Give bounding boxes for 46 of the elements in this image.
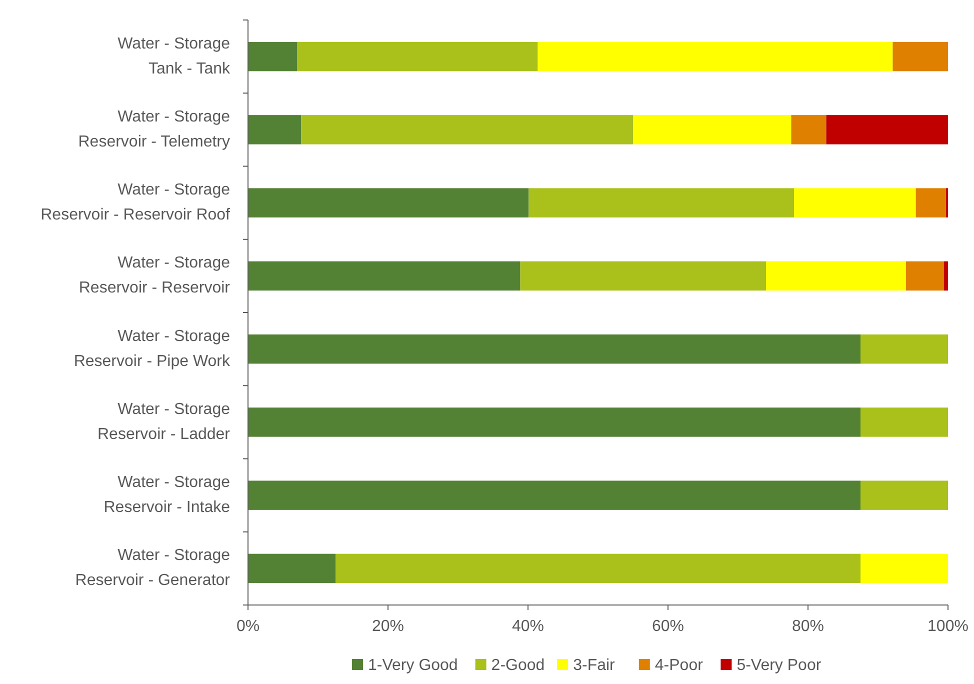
bar (944, 261, 948, 291)
legend-label: 5-Very Poor (736, 657, 822, 674)
bar (248, 480, 860, 510)
legend-label: 2-Good (491, 657, 545, 674)
bar (248, 334, 860, 364)
bar (916, 188, 946, 218)
bar (860, 408, 948, 437)
bar (860, 334, 948, 364)
y-tick-label: Water - Storage Reservoir - Ladder (98, 400, 231, 443)
bar (248, 42, 297, 72)
bar (906, 261, 944, 291)
bar (633, 115, 792, 144)
bar (794, 188, 916, 218)
bar (520, 261, 766, 291)
y-tick-label: Water - Storage Reservoir - Reservoir (78, 254, 231, 297)
bar (892, 42, 948, 72)
x-tick-label: 40% (512, 618, 544, 635)
bar (248, 554, 336, 584)
legend-label: 4-Poor (654, 657, 704, 674)
y-tick-label: Water - Storage Reservoir - Reservoir Roof (40, 182, 231, 224)
x-tick-label: 100% (928, 618, 968, 635)
bar (297, 42, 538, 72)
bar (248, 188, 529, 218)
bar (766, 261, 906, 291)
x-tick-label: 20% (372, 618, 404, 635)
bar (248, 115, 302, 144)
bar (301, 115, 633, 144)
bar (336, 554, 860, 584)
x-tick-label: 80% (792, 618, 824, 635)
y-tick-label: Water - Storage Tank - Tank (118, 35, 231, 78)
bar (826, 115, 948, 144)
legend-label: 1-Very Good (368, 657, 458, 674)
y-tick-label: Water - Storage Reservoir - Telemetry (78, 108, 230, 150)
bar (860, 480, 948, 510)
y-tick-label: Water - Storage Reservoir - Pipe Work (74, 328, 231, 370)
bar (248, 261, 520, 291)
bar (791, 115, 826, 144)
bar (860, 554, 948, 584)
x-tick-label: 0% (236, 618, 260, 635)
x-tick-label: 60% (652, 618, 684, 635)
bar (248, 408, 860, 437)
y-tick-label: Water - Storage Reservoir - Generator (75, 547, 231, 590)
legend-label: 3-Fair (573, 657, 616, 674)
bar (538, 42, 893, 72)
bar (528, 188, 794, 218)
y-tick-label: Water - Storage Reservoir - Intake (104, 474, 230, 516)
